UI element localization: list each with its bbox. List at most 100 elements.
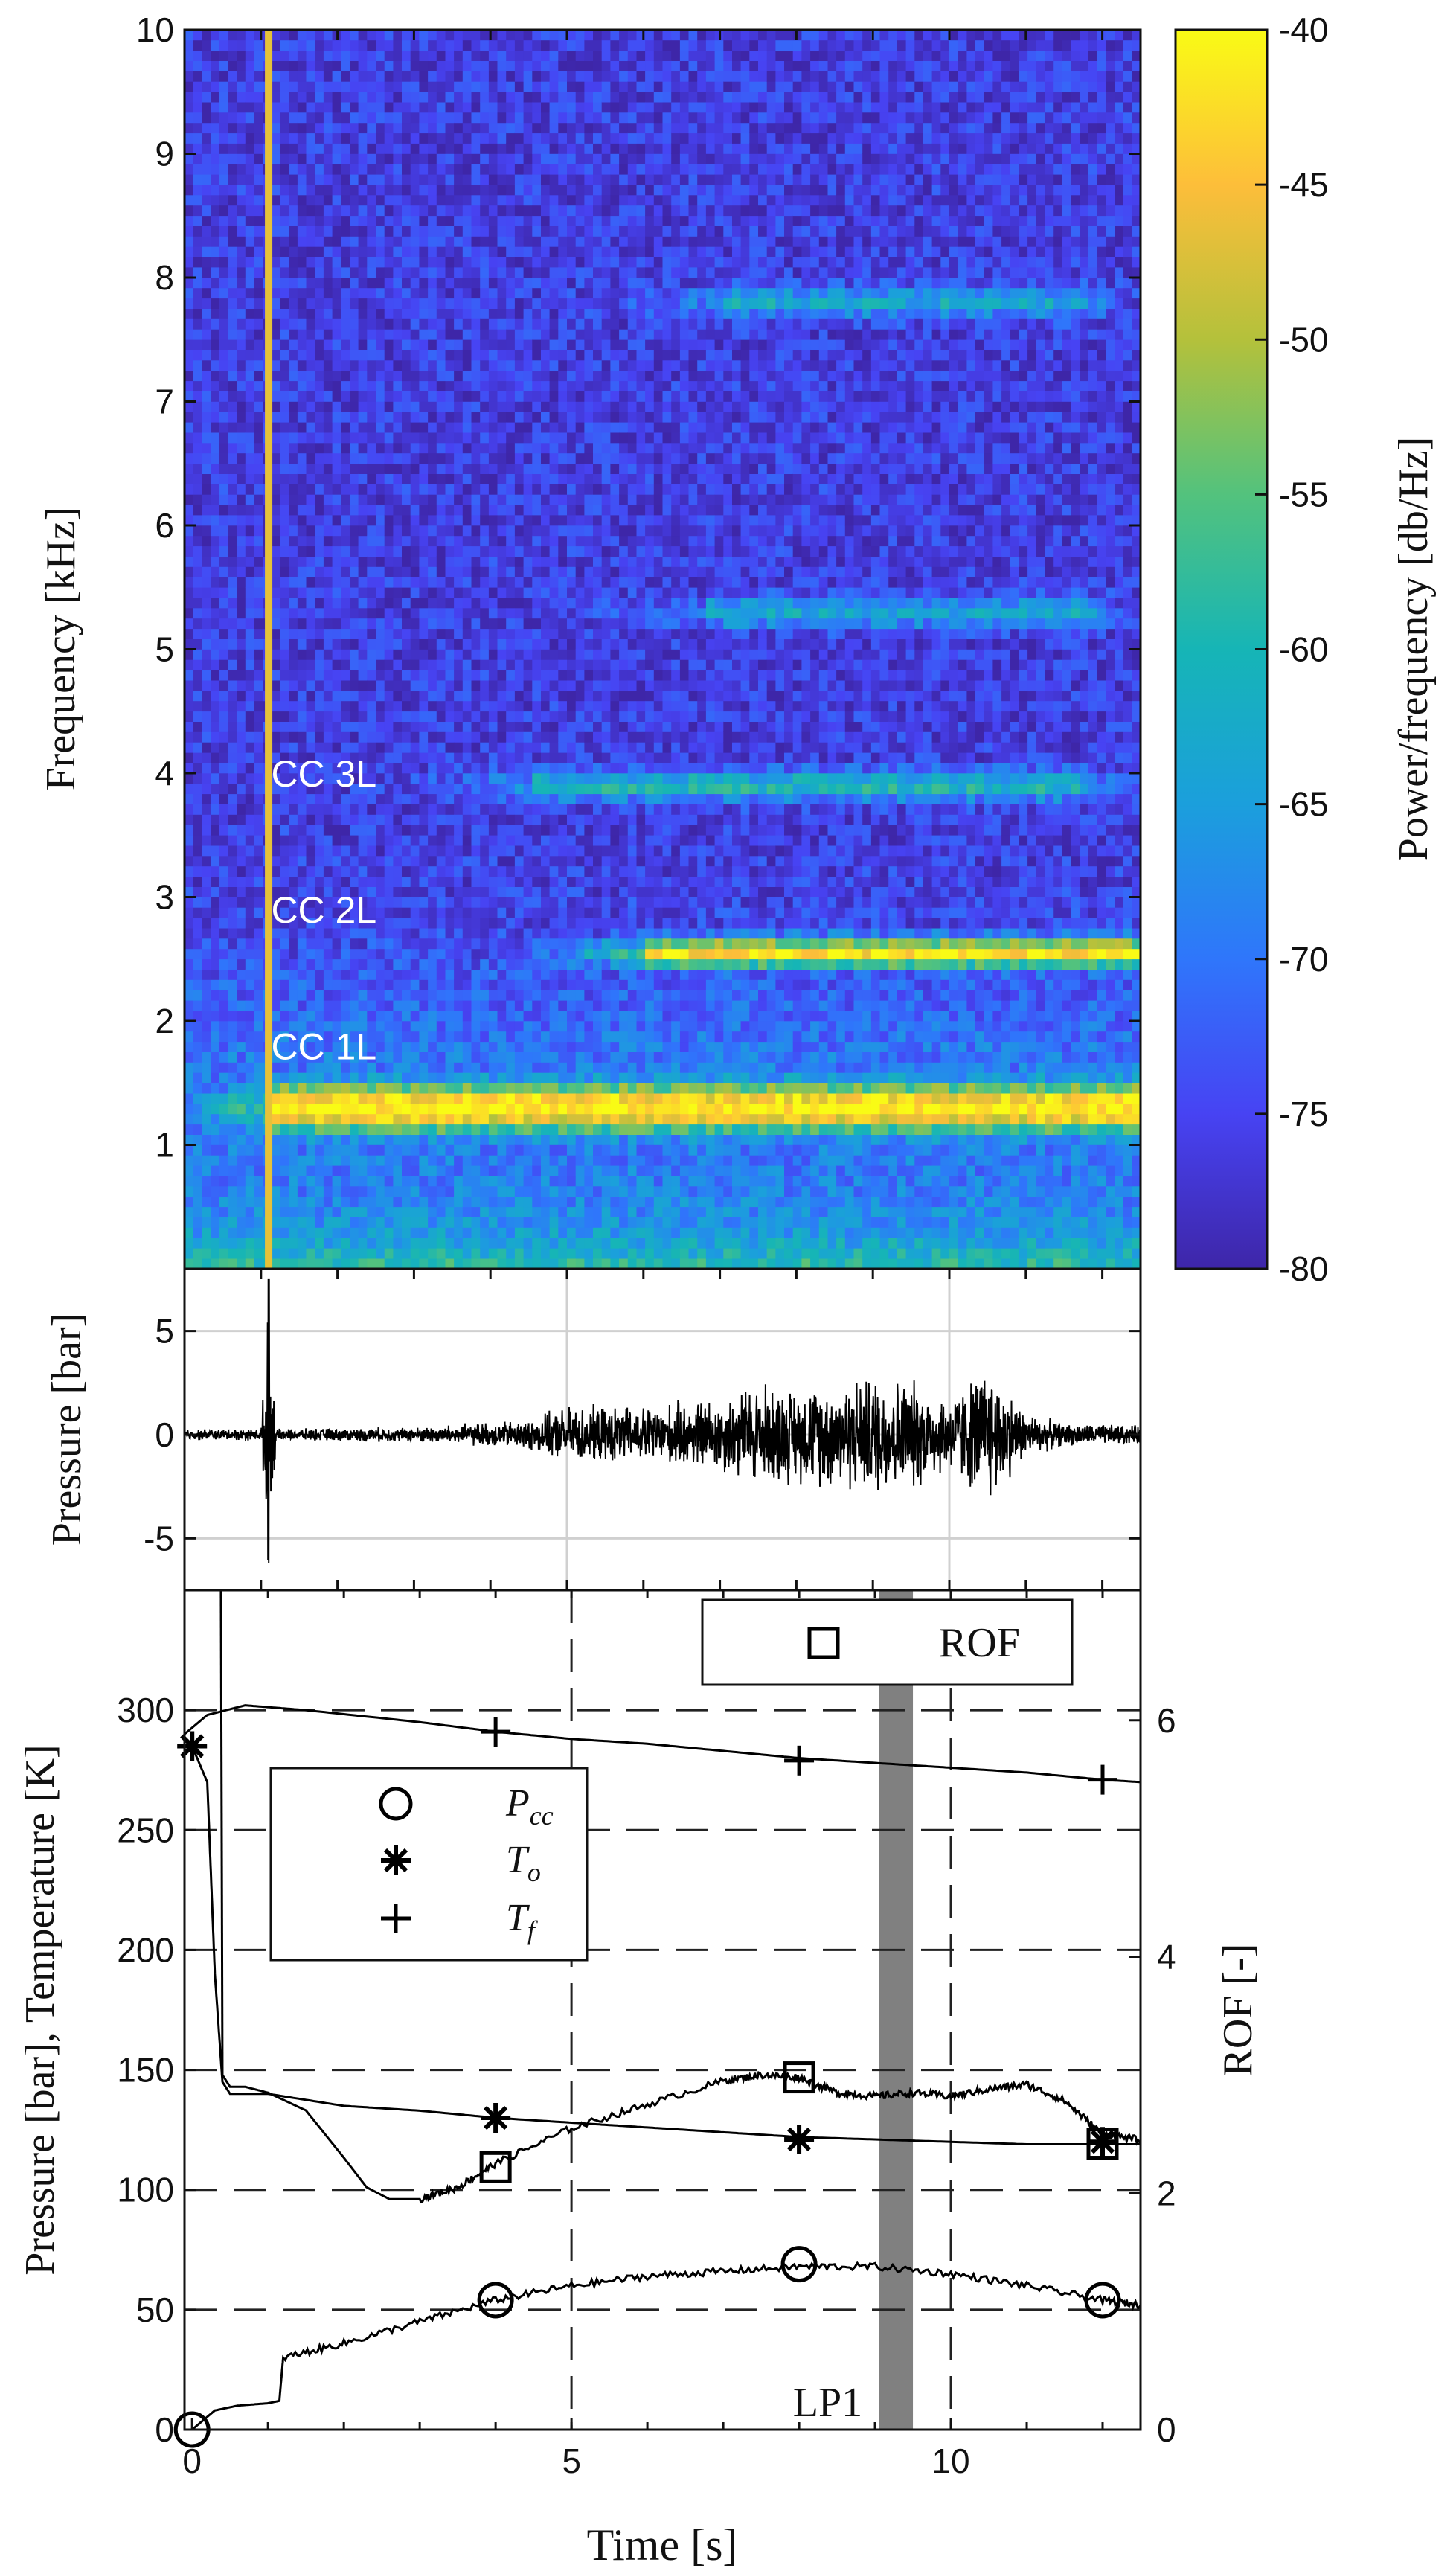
spectrogram-cell: [289, 132, 298, 144]
spectrogram-cell: [315, 628, 324, 639]
spectrogram-cell: [436, 494, 446, 505]
spectrogram-cell: [228, 938, 237, 950]
spectrogram-cell: [211, 711, 220, 722]
spectrogram-cell: [419, 401, 429, 412]
spectrogram-cell: [506, 30, 516, 41]
spectrogram-cell: [410, 484, 420, 495]
spectrogram-cell: [289, 1144, 298, 1156]
spectrogram-cell: [289, 700, 298, 712]
spectrogram-cell: [306, 711, 315, 722]
spectrogram-cell: [323, 30, 333, 41]
spectrogram-cell: [488, 359, 498, 371]
spectrogram-cell: [358, 164, 368, 175]
spectrogram-cell: [332, 215, 341, 226]
spectrogram-cell: [471, 432, 481, 444]
spectrogram-cell: [350, 380, 359, 391]
spectrogram-cell: [306, 329, 315, 340]
spectrogram-cell: [306, 721, 315, 732]
spectrogram-cell: [341, 236, 350, 247]
spectrogram-cell: [271, 401, 281, 412]
spectrogram-cell: [245, 670, 255, 681]
spectrogram-cell: [332, 865, 341, 877]
spectrogram-cell: [245, 173, 255, 185]
spectrogram-cell: [384, 855, 394, 867]
spectrogram-cell: [297, 742, 307, 753]
spectrogram-cell: [306, 112, 315, 124]
spectrogram-cell: [237, 1248, 246, 1259]
spectrogram-cell: [297, 969, 307, 980]
spectrogram-cell: [254, 1041, 263, 1052]
spectrogram-cell: [384, 442, 394, 454]
spectrogram-cell: [254, 391, 263, 402]
spectrogram-cell: [393, 1000, 403, 1011]
spectrogram-cell: [193, 752, 202, 763]
spectrogram-cell: [419, 1248, 429, 1259]
spectrogram-cell: [462, 876, 472, 887]
spectrogram-cell: [436, 1083, 446, 1094]
spectrogram-cell: [237, 825, 246, 836]
spectrogram-cell: [367, 432, 376, 444]
spectrogram-cell: [254, 1134, 263, 1145]
spectrogram-cell: [219, 711, 228, 722]
spectrogram-cell: [532, 1175, 542, 1187]
spectrogram-cell: [480, 638, 490, 650]
spectrogram-cell: [506, 659, 516, 670]
spectrogram-cell: [410, 1103, 420, 1115]
spectrogram-cell: [219, 401, 228, 412]
spectrogram-cell: [193, 1113, 202, 1125]
spectrogram-cell: [488, 1092, 498, 1104]
spectrogram-cell: [341, 256, 350, 268]
spectrogram-cell: [462, 287, 472, 299]
spectrogram-cell: [436, 618, 446, 630]
spectrogram-cell: [410, 401, 420, 412]
spectrogram-cell: [436, 308, 446, 319]
spectrogram-cell: [289, 876, 298, 887]
spectrogram-cell: [402, 50, 411, 61]
spectrogram-cell: [271, 659, 281, 670]
spectrogram-cell: [228, 71, 237, 82]
spectrogram-cell: [471, 938, 481, 950]
spectrogram-cell: [245, 607, 255, 619]
spectrogram-cell: [254, 442, 263, 454]
spectrogram-cell: [532, 897, 542, 908]
spectrogram-cell: [271, 39, 281, 51]
spectrogram-cell: [323, 525, 333, 537]
spectrogram-cell: [306, 122, 315, 134]
spectrogram-cell: [506, 298, 516, 309]
spectrogram-cell: [462, 132, 472, 144]
spectrogram-cell: [280, 762, 289, 774]
spectrogram-cell: [306, 1217, 315, 1228]
spectrogram-cell: [254, 494, 263, 505]
spectrogram-cell: [523, 979, 533, 990]
spectrogram-cell: [245, 30, 255, 41]
spectrogram-cell: [193, 1175, 202, 1187]
spectrogram-cell: [523, 907, 533, 918]
spectrogram-cell: [228, 783, 237, 795]
spectrogram-cell: [428, 494, 437, 505]
spectrogram-cell: [384, 628, 394, 639]
spectrogram-cell: [497, 92, 507, 103]
spectrogram-cell: [289, 679, 298, 691]
spectrogram-cell: [315, 81, 324, 92]
spectrogram-cell: [488, 1113, 498, 1125]
spectrogram-cell: [280, 50, 289, 61]
spectrogram-cell: [297, 184, 307, 196]
spectrogram-cell: [332, 143, 341, 154]
spectrogram-cell: [428, 1103, 437, 1115]
spectrogram-cell: [480, 845, 490, 857]
spectrogram-cell: [237, 484, 246, 495]
spectrogram-cell: [211, 990, 220, 1001]
spectrogram-cell: [315, 1062, 324, 1073]
spectrogram-cell: [254, 205, 263, 217]
spectrogram-cell: [219, 71, 228, 82]
spectrogram-cell: [289, 401, 298, 412]
spectrogram-cell: [341, 30, 350, 41]
spectrogram-cell: [445, 143, 455, 154]
spectrogram-cell: [523, 670, 533, 681]
spectrogram-cell: [402, 907, 411, 918]
spectrogram-cell: [402, 1031, 411, 1043]
spectrogram-cell: [419, 1051, 429, 1063]
spectrogram-cell: [506, 225, 516, 237]
spectrogram-cell: [254, 1165, 263, 1176]
spectrogram-cell: [358, 1185, 368, 1197]
